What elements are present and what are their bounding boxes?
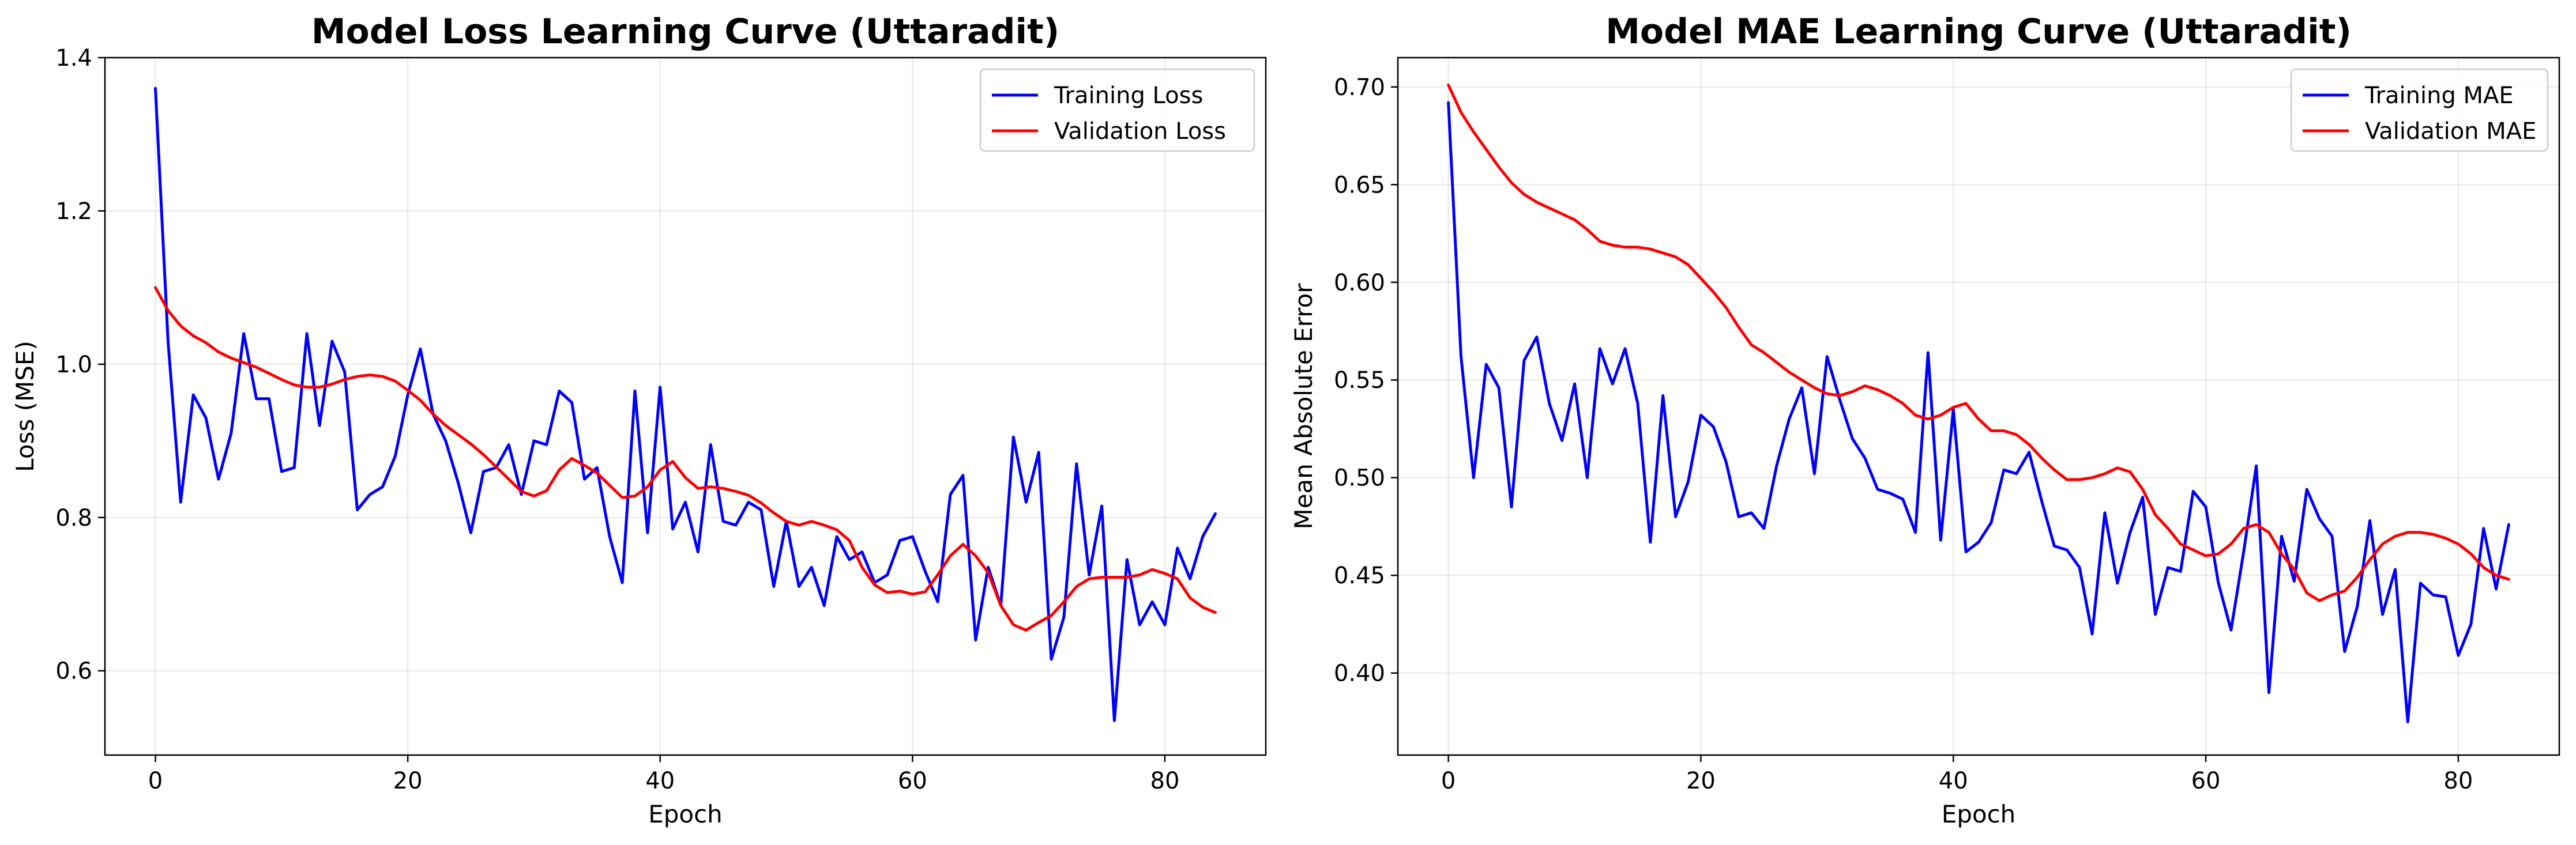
y-tick-label: 0.40 [1334, 661, 1385, 687]
y-tick-label: 0.70 [1334, 74, 1385, 101]
x-tick-label: 40 [645, 768, 675, 794]
x-tick-label: 40 [1939, 768, 1968, 794]
legend-box [979, 68, 1255, 152]
legend-label: Training MAE [2364, 82, 2514, 109]
y-tick-label: 0.45 [1334, 563, 1385, 589]
y-tick-label: 1.2 [55, 198, 92, 225]
x-tick-label: 20 [393, 768, 423, 794]
legend-label: Validation Loss [1054, 118, 1226, 145]
series-line-validation-mae [1447, 84, 2510, 602]
x-tick-label: 20 [1686, 768, 1716, 794]
legend: Training MAE Validation MAE [2290, 68, 2549, 152]
y-tick-label: 1.0 [55, 352, 92, 378]
y-tick-label: 0.65 [1334, 172, 1385, 198]
y-axis-label: Loss (MSE) [11, 341, 39, 472]
x-tick-label: 0 [148, 768, 163, 794]
plot-frame [104, 56, 1267, 756]
y-tick-label: 0.50 [1334, 465, 1385, 492]
x-tick-label: 80 [2443, 768, 2473, 794]
chart-panel-2: 0 20 40 60 80 0.40 0.45 0.50 0.55 0.60 0.65 0.70 Mod… [1289, 12, 2560, 828]
series-line-training-mae [1447, 101, 2510, 723]
x-tick-label: 0 [1441, 768, 1456, 794]
y-tick-label: 0.8 [55, 505, 92, 531]
chart-title: Model MAE Learning Curve (Uttaradit) [1605, 12, 2352, 52]
x-axis-label: Epoch [1942, 800, 2016, 828]
legend-box [2290, 68, 2549, 152]
grid [1398, 58, 2559, 755]
legend: Training Loss Validation Loss [979, 68, 1255, 152]
chart-panel-1: 0 20 40 60 80 0.6 0.8 1.0 1.2 1.4 Model Loss Learn… [11, 12, 1267, 828]
y-tick-label: 1.4 [55, 45, 92, 71]
series-line-training-loss [154, 86, 1217, 722]
chart-title: Model Loss Learning Curve (Uttaradit) [311, 12, 1059, 52]
x-tick-label: 80 [1150, 768, 1180, 794]
x-axis-label: Epoch [648, 800, 723, 828]
plot-frame [1397, 56, 2560, 756]
x-tick-label: 60 [898, 768, 927, 794]
y-tick-label: 0.6 [55, 658, 92, 685]
legend-label: Validation MAE [2365, 118, 2536, 145]
grid [105, 57, 1266, 755]
x-tick-label: 60 [2191, 768, 2221, 794]
series-line-validation-loss [154, 286, 1217, 632]
y-tick-label: 0.60 [1334, 270, 1385, 296]
y-axis-label: Mean Absolute Error [1289, 283, 1318, 530]
legend-label: Training Loss [1054, 82, 1203, 109]
y-tick-label: 0.55 [1334, 367, 1385, 394]
